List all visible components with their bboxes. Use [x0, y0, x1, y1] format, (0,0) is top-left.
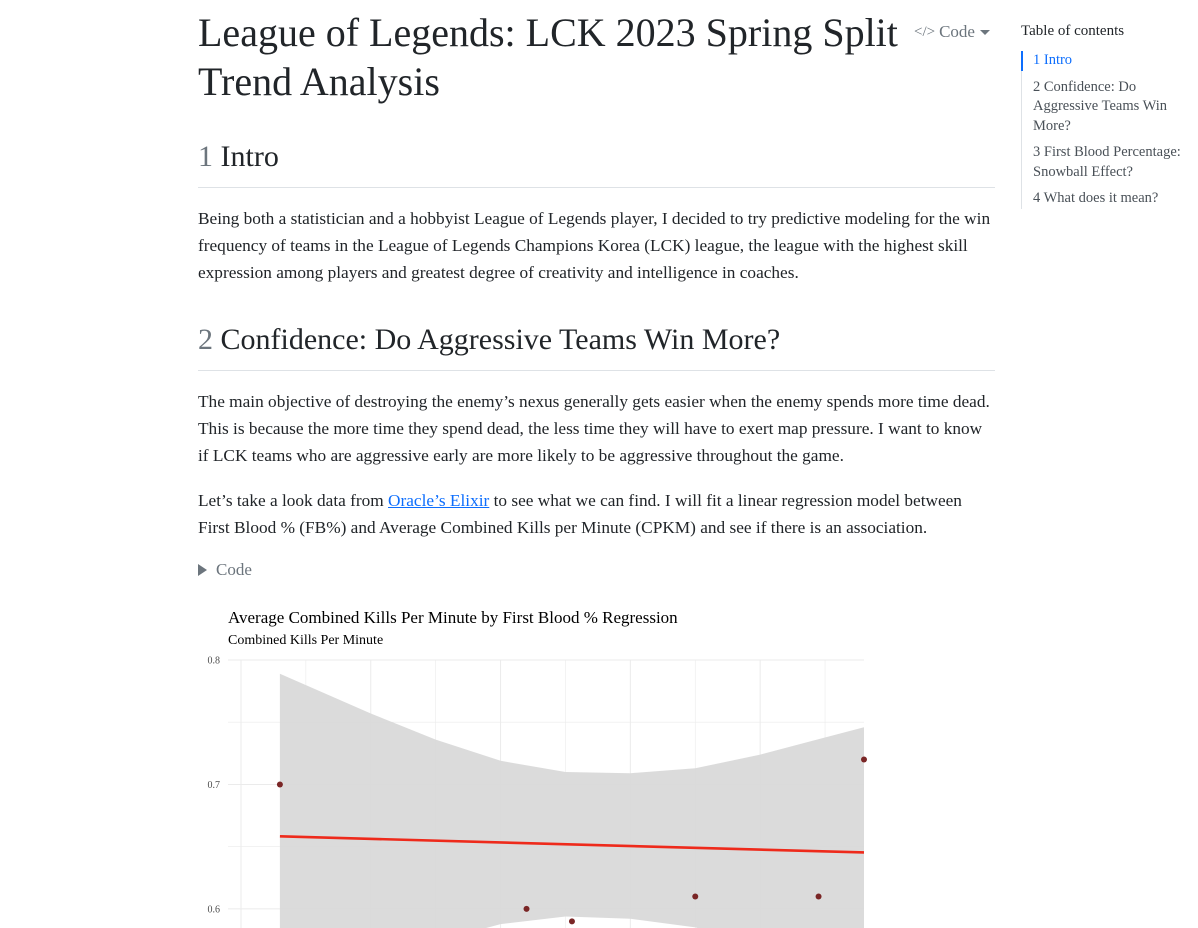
toc-item-first-blood[interactable]: 3 First Blood Percentage: Snowball Effec… [1033, 144, 1181, 180]
data-point [523, 905, 530, 912]
data-point [815, 893, 822, 900]
confidence-band [279, 673, 864, 928]
intro-paragraph: Being both a statistician and a hobbyist… [198, 209, 991, 282]
confidence-paragraph: The main objective of destroying the ene… [198, 392, 990, 465]
toc-title: Table of contents [1021, 23, 1125, 39]
data-point [692, 893, 699, 900]
details-label: Code [216, 560, 252, 579]
chart-subtitle: Combined Kills Per Minute [228, 633, 383, 648]
paragraph-text: Let’s take a look data from [198, 491, 389, 510]
section-number: 1 [198, 140, 213, 173]
code-icon: </> [914, 23, 936, 40]
table-of-contents: Table of contents 1 Intro 2 Confidence: … [1021, 23, 1198, 216]
caret-down-icon [979, 29, 990, 35]
section-heading-intro: 1 Intro [198, 139, 995, 188]
chart-title: Average Combined Kills Per Minute by Fir… [228, 608, 678, 627]
regression-line [279, 835, 865, 854]
code-tools-label: Code [939, 22, 975, 41]
data-point [276, 781, 283, 788]
regression-chart: 0.6 0.7 0.8 Average Combined Kills Per Min… [208, 608, 867, 928]
toc-list: 1 Intro 2 Confidence: Do Aggressive Team… [1021, 51, 1198, 209]
toc-item-confidence[interactable]: 2 Confidence: Do Aggressive Teams Win Mo… [1033, 78, 1167, 134]
section-title: Intro [220, 140, 279, 173]
section-title: Confidence: Do Aggressive Teams Win More… [220, 323, 781, 356]
code-details-toggle[interactable]: Code [198, 560, 252, 580]
y-tick-label: 0.8 [208, 656, 221, 667]
data-point [568, 918, 575, 925]
y-tick-label: 0.7 [208, 780, 221, 791]
toc-item-intro[interactable]: 1 Intro [1021, 51, 1198, 71]
section-number: 2 [198, 323, 213, 356]
triangle-right-icon [198, 564, 207, 576]
paragraph-text: to see what we can find. I will fit a li… [198, 491, 962, 537]
page-title: League of Legends: LCK 2023 Spring Split… [198, 10, 898, 104]
oracles-elixir-link[interactable]: Oracle’s Elixir [388, 491, 490, 510]
data-source-paragraph: Let’s take a look data from Oracle’s Eli… [198, 487, 995, 541]
y-tick-label: 0.6 [208, 904, 221, 915]
data-point [861, 756, 867, 763]
section-heading-confidence: 2 Confidence: Do Aggressive Teams Win Mo… [198, 322, 995, 371]
toc-item-what-does-it-mean[interactable]: 4 What does it mean? [1033, 190, 1159, 206]
code-tools-button[interactable]: </> Code [914, 22, 990, 42]
